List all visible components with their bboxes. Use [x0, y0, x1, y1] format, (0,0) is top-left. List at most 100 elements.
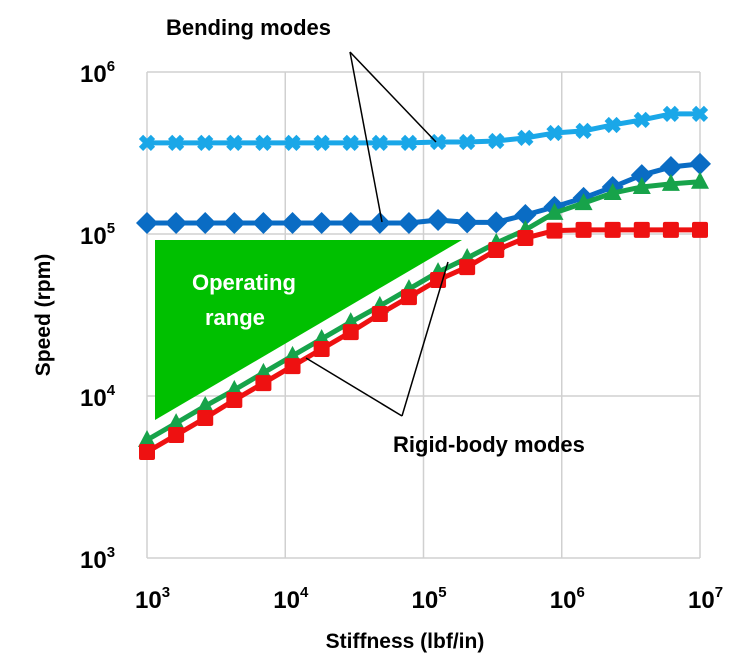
x-marker: [459, 133, 476, 151]
x-marker: [167, 134, 185, 152]
square-marker: [197, 410, 214, 427]
x-tick-exp: 4: [300, 584, 309, 601]
diamond-marker: [485, 211, 508, 234]
diamond-marker: [514, 204, 537, 227]
series-group: [136, 105, 711, 461]
square-marker: [604, 221, 621, 238]
square-marker: [459, 259, 476, 276]
y-tick-exp: 3: [107, 544, 115, 561]
x-tick-label: 104: [273, 584, 309, 614]
series-square: [139, 221, 708, 461]
square-marker: [662, 221, 679, 238]
diamond-marker: [165, 211, 188, 234]
y-tick-base: 10: [80, 61, 107, 88]
square-marker: [633, 221, 650, 238]
x-marker: [226, 134, 243, 152]
x-marker: [255, 134, 272, 152]
y-tick-exp: 4: [107, 382, 116, 399]
diamond-marker: [427, 209, 450, 232]
y-tick-label: 103: [80, 544, 115, 574]
diamond-marker: [689, 152, 711, 175]
x-tick-base: 10: [550, 587, 577, 614]
triangle-marker: [138, 430, 156, 448]
diamond-marker: [310, 211, 333, 234]
triangle-marker: [167, 413, 186, 431]
rigid-annotation: Rigid-body modes: [305, 261, 585, 457]
bending-annotation: Bending modes: [166, 15, 437, 223]
triangle-marker: [603, 183, 622, 201]
x-marker: [546, 124, 563, 142]
diamond-marker: [630, 164, 653, 187]
y-tick-label: 106: [80, 58, 115, 88]
x-tick-label: 106: [550, 584, 585, 614]
x-marker: [342, 134, 359, 152]
x-marker: [371, 134, 388, 152]
bending-pointer-2: [349, 51, 437, 143]
triangle-marker: [661, 173, 680, 191]
x-tick-exp: 5: [438, 584, 446, 601]
x-tick-label: 105: [412, 584, 447, 614]
x-tick-base: 10: [135, 587, 162, 614]
x-marker: [488, 132, 505, 150]
x-marker: [197, 134, 214, 152]
x-marker: [284, 134, 301, 152]
diamond-marker: [194, 211, 217, 234]
square-marker: [371, 305, 388, 322]
y-tick-exp: 5: [107, 220, 115, 237]
y-axis-label: Speed (rpm): [32, 254, 55, 377]
square-marker: [255, 375, 272, 392]
square-marker: [546, 222, 563, 239]
square-marker: [226, 392, 243, 409]
square-marker: [692, 221, 708, 238]
x-tick-exp: 6: [576, 584, 584, 601]
operating-range-label-1: Operating: [192, 270, 296, 295]
x-marker: [633, 111, 650, 129]
y-tick-base: 10: [80, 223, 107, 250]
series-x: [138, 105, 709, 152]
x-tick-label: 107: [688, 584, 723, 614]
square-marker: [313, 341, 330, 358]
square-marker: [284, 358, 301, 375]
triangle-marker: [545, 202, 564, 220]
x-tick-exp: 7: [715, 584, 723, 601]
triangle-marker: [574, 193, 593, 211]
operating-range-region: [155, 240, 462, 420]
triangle-marker: [691, 171, 709, 189]
x-marker: [517, 129, 534, 147]
y-tick-base: 10: [80, 547, 107, 574]
y-tick-base: 10: [80, 385, 107, 412]
y-tick-label: 104: [80, 382, 116, 412]
triangle-marker: [196, 396, 215, 414]
rigid-pointer-1: [305, 357, 403, 417]
y-tick-exp: 6: [107, 58, 115, 75]
y-tick-label: 105: [80, 220, 115, 250]
x-axis-label: Stiffness (lbf/in): [326, 630, 485, 653]
x-tick-exp: 3: [162, 584, 170, 601]
diamond-marker: [223, 211, 246, 234]
diamond-marker: [136, 211, 158, 234]
square-marker: [342, 324, 359, 341]
diamond-marker: [659, 156, 682, 179]
x-marker: [691, 105, 709, 123]
square-marker: [139, 444, 155, 461]
x-marker: [400, 134, 418, 152]
rigid-body-modes-label: Rigid-body modes: [393, 432, 585, 457]
x-marker: [138, 134, 156, 152]
bending-pointer-1: [349, 51, 383, 223]
x-marker: [662, 105, 680, 123]
square-marker: [400, 289, 417, 306]
rigid-pointer-2: [401, 261, 449, 417]
x-tick-base: 10: [412, 587, 439, 614]
x-tick-base: 10: [273, 587, 300, 614]
bending-modes-label: Bending modes: [166, 15, 331, 40]
diamond-marker: [252, 211, 275, 234]
diamond-marker: [339, 211, 362, 234]
diamond-marker: [397, 211, 420, 234]
square-marker: [488, 242, 505, 259]
diamond-marker: [368, 211, 391, 234]
x-marker: [313, 134, 330, 152]
diamond-marker: [456, 211, 479, 234]
x-marker: [604, 116, 621, 134]
